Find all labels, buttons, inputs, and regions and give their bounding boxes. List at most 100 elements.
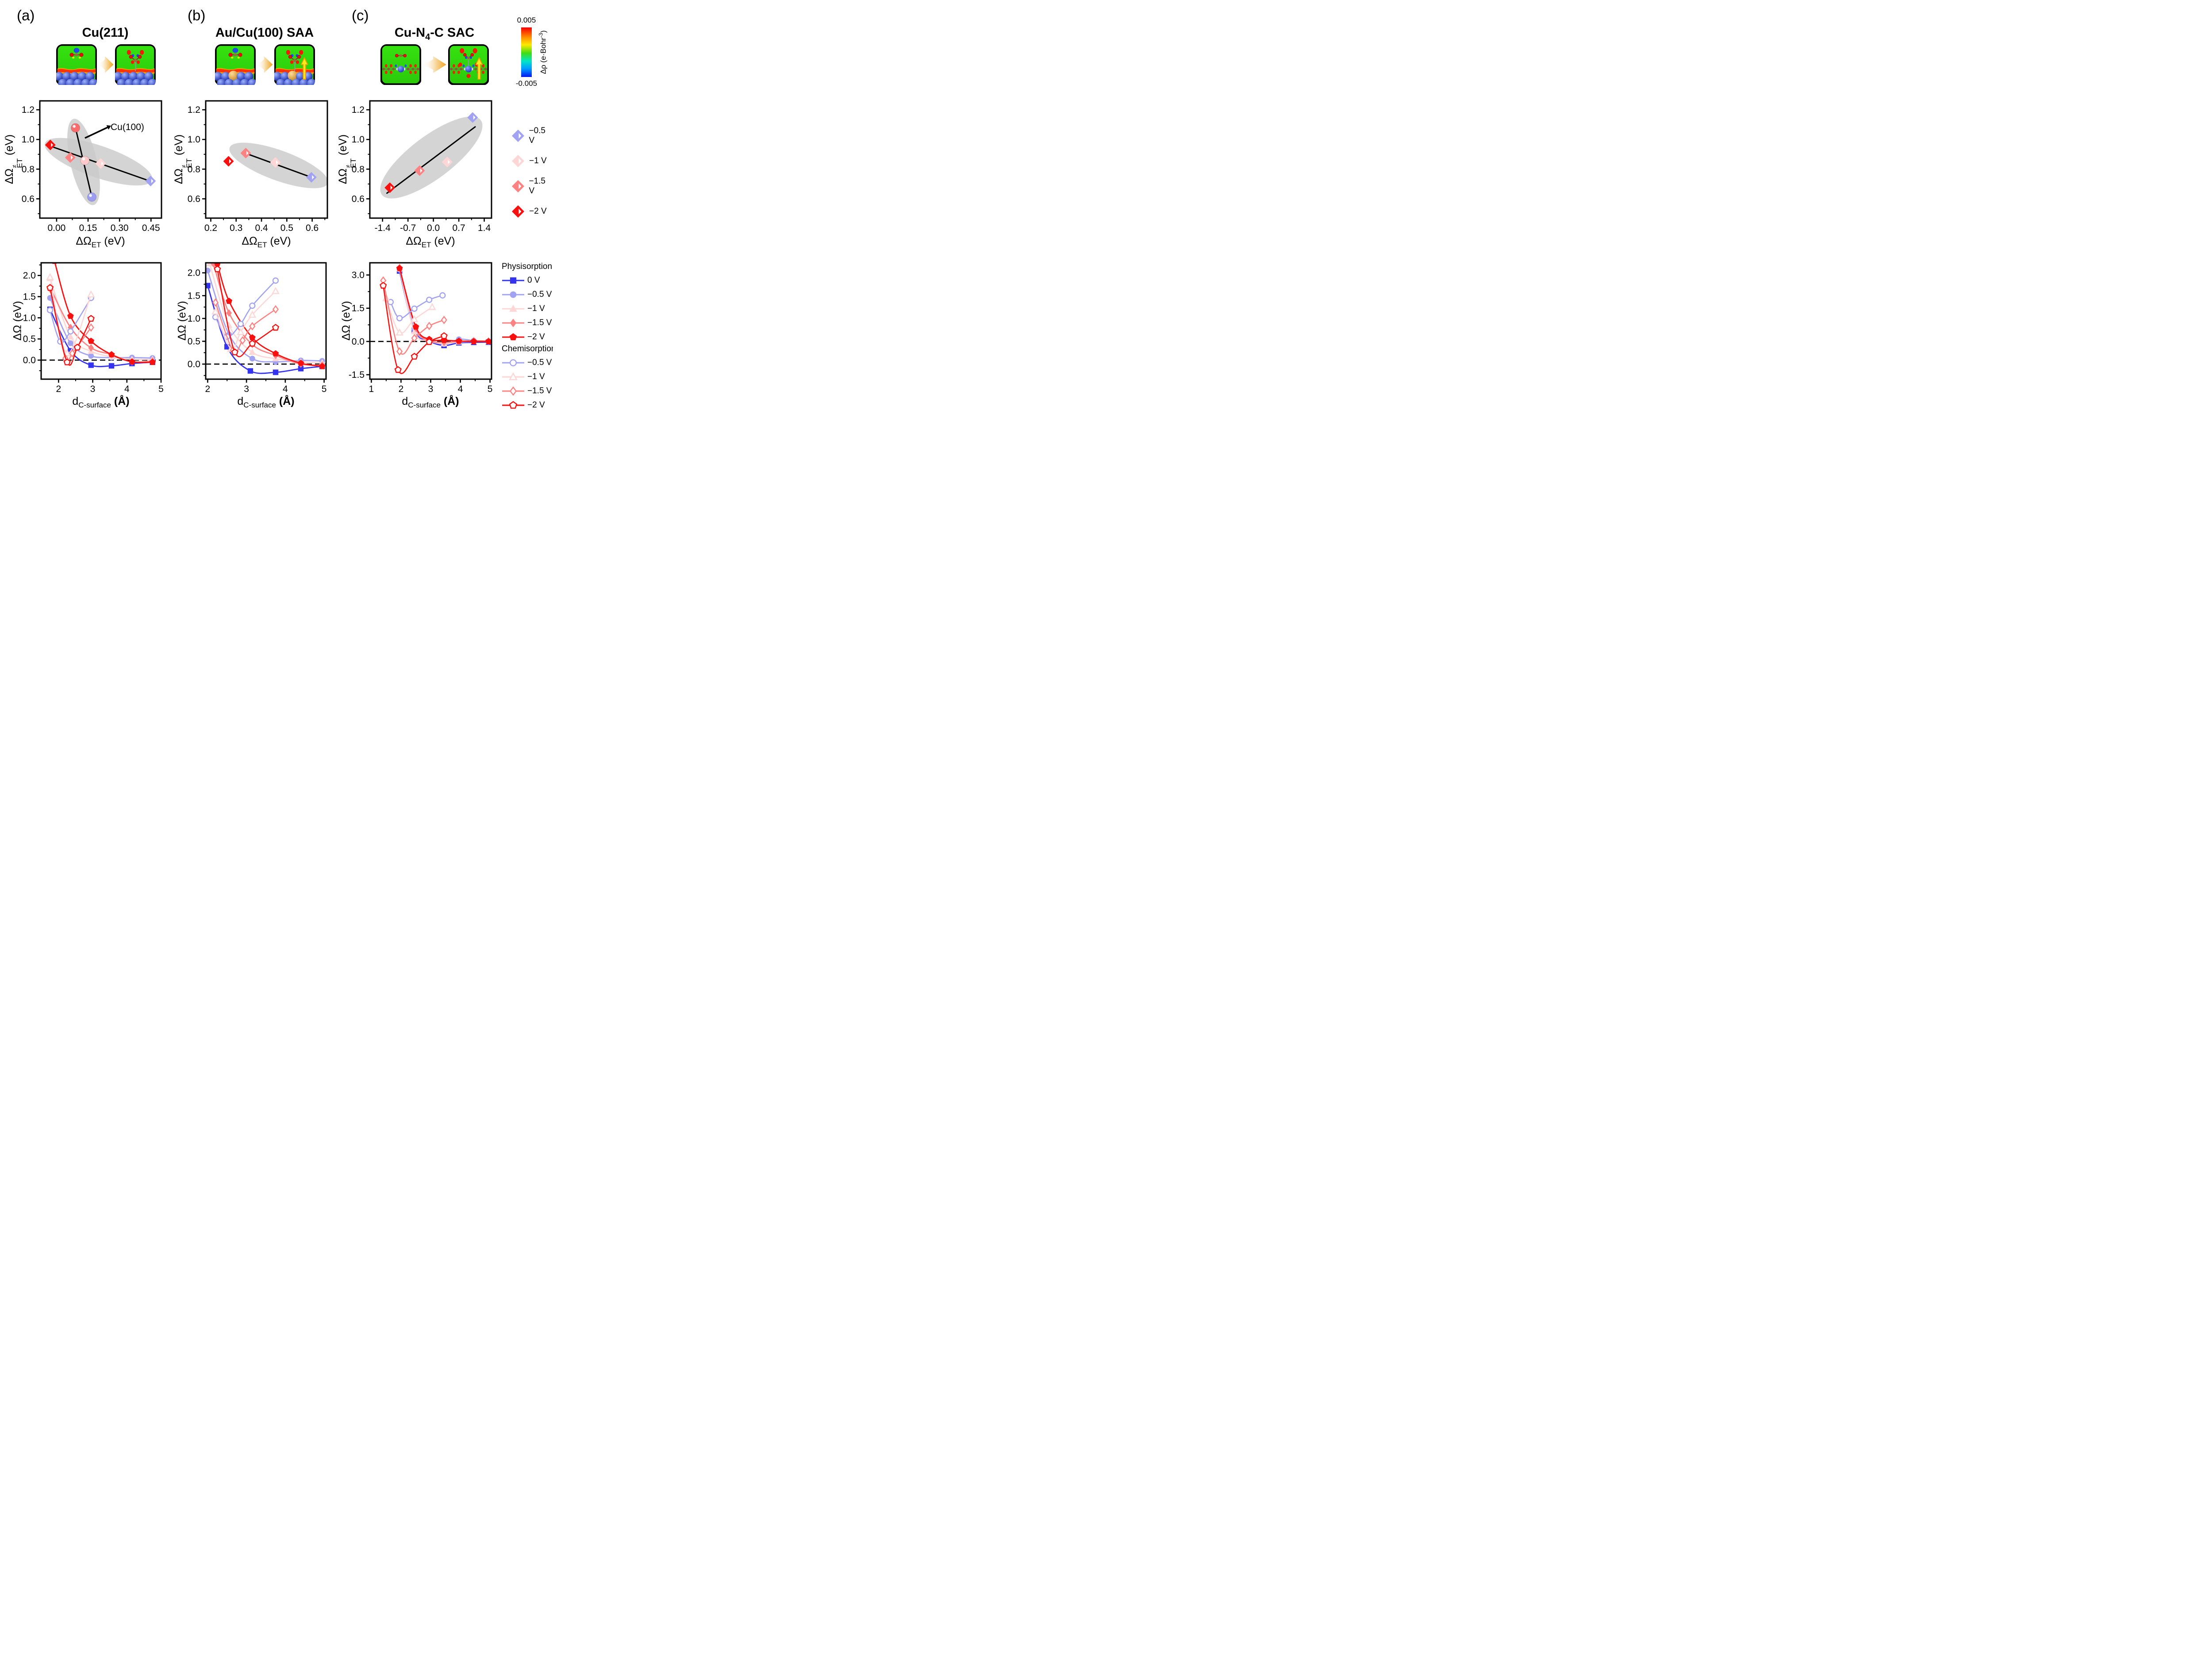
svg-text:0.00: 0.00: [47, 223, 65, 233]
svg-text:1.2: 1.2: [352, 105, 365, 115]
panel-label-b: (b): [188, 7, 206, 23]
density-image-c-chemisorbed: [448, 44, 489, 87]
svg-text:1.5: 1.5: [188, 291, 200, 301]
density-image-c-physisorbed: [380, 44, 421, 87]
svg-text:1.0: 1.0: [23, 313, 36, 323]
svg-text:1.0: 1.0: [188, 314, 200, 324]
svg-text:0.7: 0.7: [453, 223, 465, 233]
density-image-b-chemisorbed: [274, 44, 315, 87]
pentagon-marker-icon: [502, 401, 524, 409]
svg-text:0.0: 0.0: [352, 337, 365, 347]
chart-c-bot: 1 2 3 4 5 -1.5 0.0 1.5 3.0: [349, 262, 493, 394]
svg-text:0.8: 0.8: [22, 164, 35, 174]
y-axis-label-c-mid: ΔΩ ≠ ET (eV): [337, 134, 358, 184]
x-axis-label-c-bot: dC-surface (Å): [402, 395, 459, 409]
svg-text:0.6: 0.6: [352, 194, 365, 204]
legend-potential-item: −0.5 V: [511, 123, 553, 148]
half-diamond-icon: [512, 180, 524, 192]
transition-arrow-icon: [422, 55, 447, 77]
density-image-b-physisorbed: [215, 44, 256, 87]
svg-text:3: 3: [90, 384, 96, 394]
panel-title-aucu100: Au/Cu(100) SAA: [215, 26, 314, 40]
svg-text:2.0: 2.0: [23, 271, 36, 281]
circle-marker-icon: [502, 359, 524, 367]
x-axis-label-a-mid: ΔΩET (eV): [76, 235, 125, 249]
svg-text:1.4: 1.4: [478, 223, 491, 233]
chart-a-bot: 2 3 4 5 0.0 0.5 1.0 1.5 2.0: [23, 262, 164, 394]
legend-phys-item: −2 V: [502, 330, 553, 344]
svg-text:0.0: 0.0: [188, 359, 200, 369]
colorbar-gradient: [521, 27, 532, 77]
triangle-marker-icon: [502, 372, 524, 380]
svg-text:0.15: 0.15: [79, 223, 97, 233]
chart-b-bot: 2 3 4 5 0.0 0.5 1.0 1.5 2.0: [188, 262, 327, 394]
legend-potential-item: −1 V: [511, 148, 553, 173]
diamond-marker-icon: [502, 386, 524, 396]
x-axis-label-a-bot: dC-surface (Å): [72, 395, 130, 409]
half-diamond-icon: [512, 129, 524, 142]
legend-phys-item: −0.5 V: [502, 288, 553, 302]
svg-text:2.0: 2.0: [188, 268, 200, 278]
svg-text:3: 3: [428, 384, 434, 394]
panel-title-cu211: Cu(211): [82, 26, 129, 40]
legend-potentials: −0.5 V −1 V −1.5 V −2 V: [511, 123, 553, 224]
legend-chem-item: −2 V: [502, 398, 553, 412]
svg-text:5: 5: [488, 384, 493, 394]
svg-text:5: 5: [322, 384, 327, 394]
circle-marker-icon: [502, 291, 524, 298]
chart-c-mid: -1.4 -0.7 0.0 0.7 1.4 0.6 0.8 1.0 1.2: [352, 100, 492, 233]
diamond-marker-icon: [502, 319, 524, 327]
legend-chem-item: −1 V: [502, 370, 553, 384]
legend-chemisorption-title: Chemisorption: [502, 344, 553, 353]
half-diamond-icon: [512, 205, 524, 218]
y-axis-label-a-mid: ΔΩ ≠ ET (eV): [3, 134, 24, 184]
svg-text:0.6: 0.6: [306, 223, 319, 233]
panel-title-cun4c: Cu-N4-C SAC: [394, 26, 475, 42]
svg-text:0.0: 0.0: [23, 355, 36, 365]
svg-text:2: 2: [205, 384, 211, 394]
svg-text:0.8: 0.8: [352, 164, 365, 174]
svg-text:0.45: 0.45: [142, 223, 160, 233]
density-image-a-physisorbed: [56, 44, 97, 87]
legend-chem-item: −0.5 V: [502, 356, 553, 370]
x-axis-label-b-bot: dC-surface (Å): [237, 395, 295, 409]
svg-text:0.3: 0.3: [230, 223, 242, 233]
svg-text:1.0: 1.0: [352, 134, 365, 145]
triangle-marker-icon: [502, 304, 524, 312]
legend-phys-item: 0 V: [502, 273, 553, 288]
svg-text:0.8: 0.8: [188, 164, 200, 174]
x-axis-label-b-mid: ΔΩET (eV): [242, 235, 291, 249]
svg-text:0.2: 0.2: [204, 223, 217, 233]
panel-label-c: (c): [352, 7, 369, 23]
legend-chem-item: −1.5 V: [502, 384, 553, 398]
legend-potential-item: −2 V: [511, 199, 553, 224]
svg-text:5: 5: [158, 384, 164, 394]
svg-text:4: 4: [458, 384, 463, 394]
transition-arrow-icon: [98, 55, 114, 77]
square-marker-icon: [502, 277, 524, 284]
chart-b-mid: 0.2 0.3 0.4 0.5 0.6 0.6 0.8 1.0 1.2: [188, 100, 328, 233]
svg-text:4: 4: [124, 384, 130, 394]
chart-a-mid: Cu(100) 0.00 0.15 0.30 0.45 0.6 0.8 1.0 1.2: [22, 100, 162, 233]
svg-text:1.2: 1.2: [188, 105, 200, 115]
legend-phys-item: −1.5 V: [502, 316, 553, 330]
svg-text:Cu(100): Cu(100): [111, 122, 144, 132]
svg-text:0.5: 0.5: [23, 334, 36, 344]
legend-adsorption: Physisorption 0 V −0.5 V −1 V −1.5 V −2 V Ch…: [502, 262, 553, 412]
charts-canvas: Cu(100)0.00 0.15 0.30 0.450.60.81.01.20.2 0.…: [22, 100, 493, 394]
y-axis-label-c-bot: ΔΩ (eV): [340, 301, 353, 341]
svg-text:0.5: 0.5: [188, 336, 200, 346]
y-axis-label-b-bot: ΔΩ (eV): [176, 301, 188, 341]
svg-text:1.5: 1.5: [352, 303, 365, 314]
svg-text:0.6: 0.6: [22, 194, 35, 204]
density-image-a-chemisorbed: [115, 44, 156, 87]
svg-text:-0.7: -0.7: [400, 223, 416, 233]
pentagon-marker-icon: [502, 333, 524, 341]
svg-text:0.5: 0.5: [280, 223, 293, 233]
svg-text:1.0: 1.0: [188, 134, 200, 145]
legend-physisorption-title: Physisorption: [502, 262, 553, 271]
colorbar-max-value: 0.005: [517, 16, 536, 24]
svg-text:0.6: 0.6: [188, 194, 200, 204]
svg-text:1.2: 1.2: [22, 105, 35, 115]
svg-text:-1.5: -1.5: [349, 370, 365, 380]
